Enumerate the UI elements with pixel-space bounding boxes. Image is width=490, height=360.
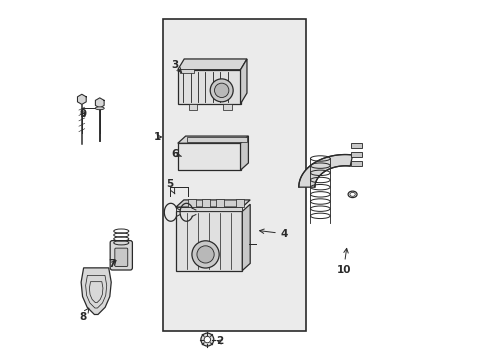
Circle shape [192,241,219,268]
Text: 9: 9 [79,109,86,119]
Circle shape [197,246,214,263]
Bar [178,143,241,170]
Text: 6: 6 [172,149,181,159]
Bar [188,199,196,207]
Bar [222,104,232,110]
Text: 7: 7 [109,259,116,269]
Text: 8: 8 [79,308,89,322]
Text: 1: 1 [153,132,161,142]
Text: 3: 3 [172,60,182,72]
Circle shape [201,333,214,346]
Polygon shape [81,268,111,315]
Bar [236,199,244,207]
Circle shape [204,336,211,343]
Ellipse shape [95,107,104,110]
Bar [351,152,362,157]
FancyBboxPatch shape [115,248,128,266]
Bar [202,199,210,207]
Bar [189,104,197,110]
Bar [176,211,243,271]
Circle shape [210,79,233,102]
Bar [351,144,362,148]
Polygon shape [77,94,86,104]
Text: 4: 4 [260,229,288,239]
Polygon shape [96,98,104,108]
Bar [163,19,306,330]
Bar [216,199,224,207]
Polygon shape [299,154,353,187]
Bar [178,70,241,104]
Bar [176,207,243,211]
FancyBboxPatch shape [110,240,132,270]
Bar [351,161,362,166]
Text: 10: 10 [336,248,351,275]
Polygon shape [243,204,250,271]
Polygon shape [178,136,248,143]
Text: 5: 5 [166,179,175,194]
Polygon shape [178,59,247,70]
Polygon shape [241,59,247,104]
Bar [179,69,194,73]
Text: 2: 2 [216,336,223,346]
Bar [188,137,246,142]
Polygon shape [176,200,250,207]
Circle shape [215,83,229,98]
Polygon shape [241,136,248,170]
